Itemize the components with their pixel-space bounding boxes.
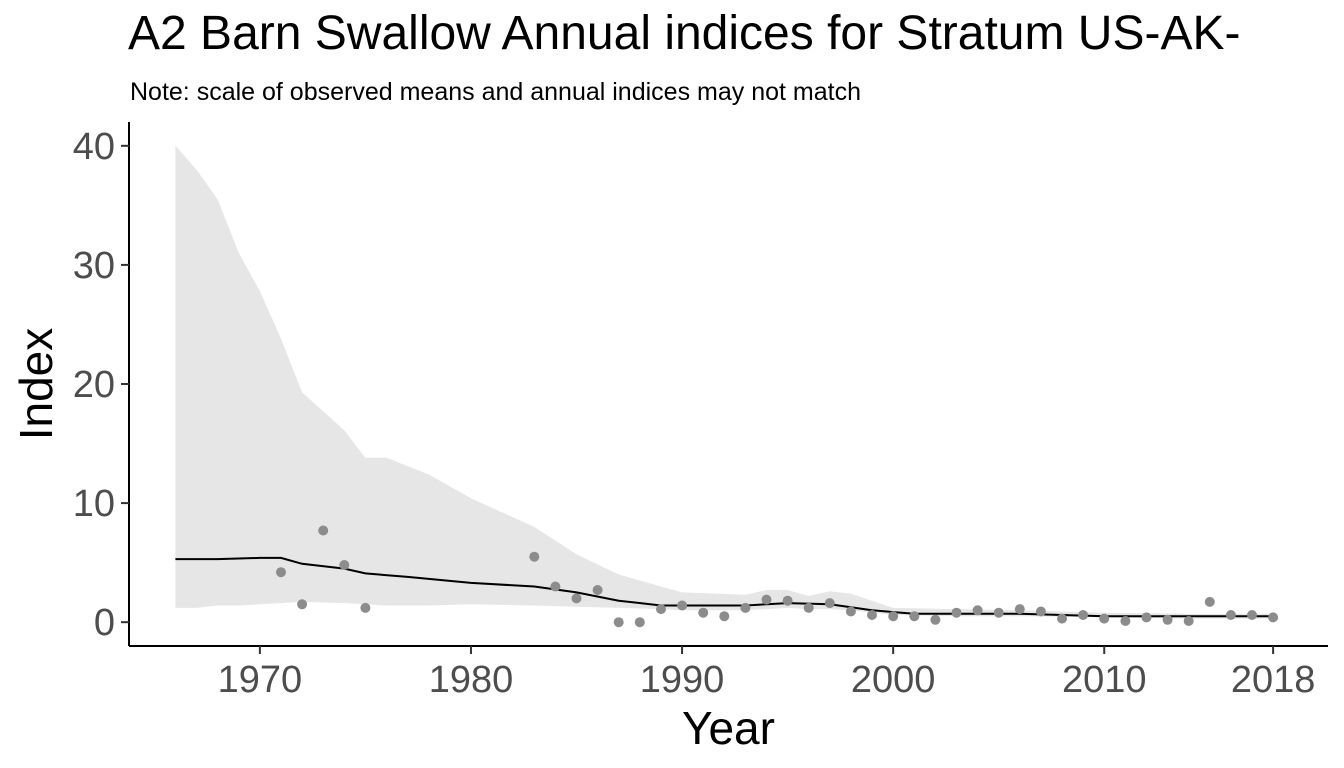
observed-points-layer bbox=[276, 525, 1279, 628]
y-tick-label: 10 bbox=[73, 483, 115, 525]
observed-point bbox=[888, 611, 899, 622]
y-tick-label: 30 bbox=[73, 245, 115, 287]
observed-point bbox=[1204, 596, 1215, 607]
observed-point bbox=[698, 607, 709, 618]
x-tick-label: 2018 bbox=[1231, 659, 1316, 701]
observed-point bbox=[318, 525, 329, 536]
x-tick-label: 1970 bbox=[218, 659, 303, 701]
observed-point bbox=[930, 614, 941, 625]
y-axis-title: Index bbox=[10, 328, 62, 441]
observed-point bbox=[360, 602, 371, 613]
observed-point bbox=[592, 585, 603, 595]
observed-point bbox=[339, 560, 350, 570]
x-tick-label: 2010 bbox=[1062, 659, 1147, 701]
y-tick-label: 0 bbox=[94, 602, 115, 644]
observed-point bbox=[613, 617, 624, 628]
observed-point bbox=[276, 567, 286, 578]
observed-point bbox=[909, 611, 920, 622]
x-tick-label: 1980 bbox=[429, 659, 514, 701]
observed-point bbox=[571, 593, 582, 604]
observed-point bbox=[845, 606, 856, 617]
observed-point bbox=[656, 604, 666, 615]
observed-point bbox=[1183, 616, 1194, 626]
observed-point bbox=[867, 610, 877, 620]
observed-point bbox=[951, 607, 962, 618]
observed-point bbox=[1141, 612, 1152, 623]
observed-point bbox=[1099, 613, 1110, 624]
observed-point bbox=[1268, 612, 1279, 623]
observed-point bbox=[803, 602, 814, 613]
observed-point bbox=[550, 581, 561, 592]
y-tick-label: 40 bbox=[73, 126, 115, 168]
chart-title: A2 Barn Swallow Annual indices for Strat… bbox=[128, 7, 1241, 60]
observed-point bbox=[297, 599, 308, 610]
observed-point bbox=[740, 602, 751, 613]
observed-point bbox=[677, 600, 688, 611]
y-axis-ticks: 0 10 20 30 40 bbox=[73, 126, 129, 644]
trend-line-layer bbox=[175, 556, 1274, 618]
observed-point bbox=[1078, 610, 1089, 620]
x-axis-title: Year bbox=[682, 702, 775, 754]
observed-point bbox=[972, 605, 983, 616]
x-tick-label: 1990 bbox=[640, 659, 725, 701]
x-axis-ticks: 1970 1980 1990 2000 2010 2018 bbox=[218, 646, 1316, 701]
observed-point bbox=[634, 617, 645, 628]
x-tick-label: 2000 bbox=[851, 659, 936, 701]
observed-point bbox=[1225, 610, 1236, 620]
observed-point bbox=[1057, 613, 1067, 624]
observed-point bbox=[761, 594, 772, 605]
observed-point bbox=[529, 551, 540, 562]
confidence-band-layer bbox=[175, 145, 1274, 619]
chart-subtitle: Note: scale of observed means and annual… bbox=[130, 78, 861, 106]
observed-point bbox=[1120, 616, 1131, 626]
observed-point bbox=[719, 611, 730, 622]
observed-point bbox=[1014, 604, 1025, 615]
observed-point bbox=[824, 598, 835, 609]
observed-point bbox=[1162, 614, 1173, 625]
y-tick-label: 20 bbox=[73, 364, 115, 406]
confidence-band bbox=[175, 145, 1274, 619]
observed-point bbox=[1035, 606, 1046, 617]
observed-point bbox=[1247, 610, 1257, 620]
observed-point bbox=[993, 607, 1004, 618]
trend-line bbox=[175, 556, 1274, 618]
observed-point bbox=[782, 595, 793, 606]
